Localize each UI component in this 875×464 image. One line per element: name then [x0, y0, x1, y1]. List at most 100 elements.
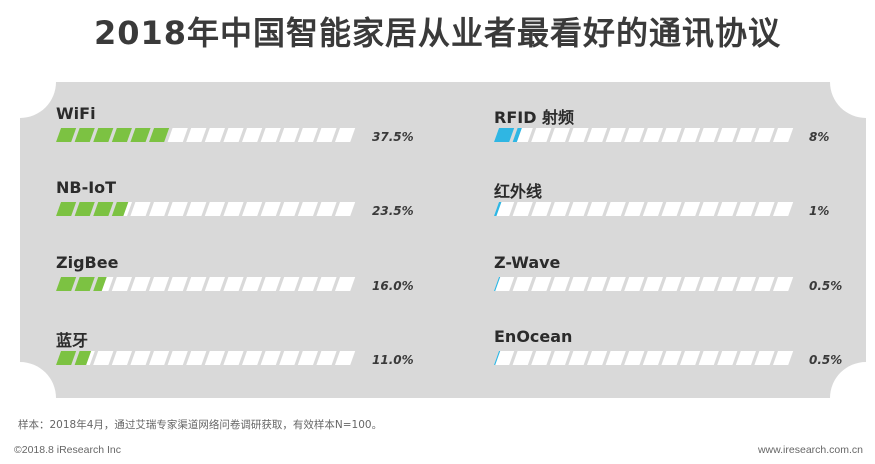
- bar-value-label: 11.0%: [372, 353, 414, 367]
- bar-label: Z-Wave: [494, 253, 561, 272]
- bar-segment-empty: [130, 351, 151, 365]
- bar-segment-empty: [512, 277, 533, 291]
- bar-segment-empty: [186, 202, 207, 216]
- chart-panel: WiFi 37.5% NB-IoT 23.5% ZigBee 16.0% 蓝牙 11.0% RF…: [20, 82, 866, 398]
- bar-item: EnOcean 0.5%: [494, 327, 874, 385]
- bar-segment-empty: [316, 351, 337, 365]
- bar-segment-empty: [531, 351, 552, 365]
- bar-segment-empty: [279, 277, 300, 291]
- bar-segment-empty: [279, 202, 300, 216]
- bar-value-label: 23.5%: [372, 204, 414, 218]
- bar-segment-empty: [624, 277, 645, 291]
- bar-track: [494, 128, 794, 142]
- bar-segment-empty: [605, 202, 626, 216]
- bar-segment-empty: [754, 351, 775, 365]
- bar-segment-filled: [494, 277, 501, 291]
- bar-item: NB-IoT 23.5%: [56, 178, 436, 236]
- bar-segment-filled: [93, 202, 114, 216]
- bar-segment-filled: [56, 128, 77, 142]
- bar-item: 红外线 1%: [494, 178, 874, 236]
- bar-segment-empty: [698, 202, 719, 216]
- bar-segment-empty: [130, 277, 151, 291]
- bar-segment-empty: [568, 202, 589, 216]
- bar-track: [494, 277, 794, 291]
- bar-segment-filled: [74, 277, 95, 291]
- bar-segment-empty: [624, 351, 645, 365]
- bar-segment-empty: [661, 202, 682, 216]
- bar-segment-empty: [186, 351, 207, 365]
- bar-segment-empty: [167, 351, 188, 365]
- bar-segment-empty: [754, 277, 775, 291]
- bar-segment-empty: [531, 277, 552, 291]
- bar-segment-empty: [260, 202, 281, 216]
- bar-segment-filled: [56, 351, 77, 365]
- bar-segment-empty: [587, 128, 608, 142]
- bar-segment-empty: [698, 277, 719, 291]
- bar-item: RFID 射频 8%: [494, 104, 874, 162]
- bar-segment-empty: [549, 277, 570, 291]
- bar-segment-empty: [204, 351, 225, 365]
- bar-segment-empty: [661, 277, 682, 291]
- bar-segment-empty: [549, 202, 570, 216]
- bar-segment-empty: [698, 128, 719, 142]
- bar-label: NB-IoT: [56, 178, 117, 197]
- bar-segment-empty: [279, 128, 300, 142]
- bar-segment-empty: [204, 202, 225, 216]
- bar-segment-empty: [605, 277, 626, 291]
- bar-segment-empty: [149, 351, 170, 365]
- bar-segment-empty: [661, 351, 682, 365]
- bar-segment-filled: [56, 202, 77, 216]
- bar-segment-empty: [624, 202, 645, 216]
- bar-segment-empty: [680, 202, 701, 216]
- bar-segment-empty: [167, 128, 188, 142]
- bar-segment-empty: [698, 351, 719, 365]
- bar-segment-empty: [130, 202, 151, 216]
- bar-label: 红外线: [494, 182, 543, 201]
- bar-segment-filled: [93, 128, 114, 142]
- bar-segment-empty: [335, 202, 356, 216]
- bar-segment-empty: [605, 128, 626, 142]
- bar-segment-empty: [512, 202, 533, 216]
- bar-segment-filled: [494, 351, 501, 365]
- bar-segment-empty: [335, 128, 356, 142]
- bar-track: [494, 202, 794, 216]
- bar-segment-empty: [149, 277, 170, 291]
- bar-segment-filled: [56, 277, 77, 291]
- bar-segment-empty: [297, 202, 318, 216]
- bar-segment-filled: [74, 351, 92, 365]
- bar-segment-empty: [335, 351, 356, 365]
- bar-segment-empty: [680, 277, 701, 291]
- website: www.iresearch.com.cn: [757, 444, 863, 456]
- bar-value-label: 1%: [809, 204, 830, 218]
- bar-segment-empty: [587, 202, 608, 216]
- bar-segment-filled: [130, 128, 151, 142]
- bar-segment-empty: [204, 277, 225, 291]
- bar-track: [56, 351, 356, 365]
- bar-segment-empty: [111, 277, 132, 291]
- bar-segment-empty: [186, 128, 207, 142]
- bar-segment-empty: [549, 128, 570, 142]
- bar-segment-filled: [93, 277, 107, 291]
- bar-track: [56, 128, 356, 142]
- bar-segment-empty: [512, 351, 533, 365]
- bar-segment-empty: [605, 351, 626, 365]
- bar-segment-empty: [587, 351, 608, 365]
- bar-segment-empty: [279, 351, 300, 365]
- bar-segment-empty: [773, 351, 794, 365]
- bar-segment-empty: [316, 277, 337, 291]
- bar-segment-empty: [316, 202, 337, 216]
- bar-segment-empty: [223, 277, 244, 291]
- bar-segment-filled: [149, 128, 170, 142]
- bar-segment-empty: [494, 277, 515, 291]
- bar-segment-empty: [242, 128, 263, 142]
- bar-segment-empty: [531, 202, 552, 216]
- bar-segment-empty: [735, 202, 756, 216]
- bar-label: EnOcean: [494, 327, 573, 346]
- bar-track: [56, 277, 356, 291]
- bar-segment-empty: [568, 277, 589, 291]
- bar-segment-empty: [531, 128, 552, 142]
- bar-segment-empty: [111, 351, 132, 365]
- bar-segment-empty: [260, 128, 281, 142]
- bar-value-label: 8%: [809, 130, 830, 144]
- bar-segment-empty: [297, 351, 318, 365]
